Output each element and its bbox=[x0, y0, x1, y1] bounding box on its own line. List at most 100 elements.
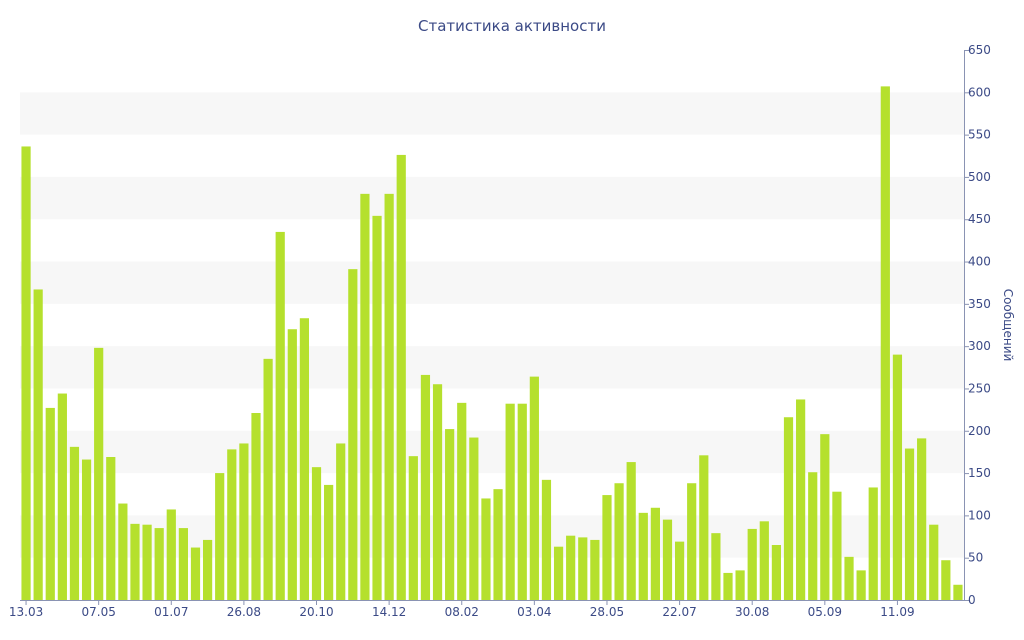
bar[interactable] bbox=[735, 570, 745, 600]
bar[interactable] bbox=[432, 384, 443, 600]
bar[interactable] bbox=[614, 483, 624, 600]
bar[interactable] bbox=[408, 456, 418, 600]
y-tick-label: 650 bbox=[968, 43, 991, 57]
bar[interactable] bbox=[142, 524, 152, 600]
bar[interactable] bbox=[711, 533, 721, 600]
bar[interactable] bbox=[856, 570, 866, 600]
bar[interactable] bbox=[106, 457, 116, 600]
bar[interactable] bbox=[517, 403, 527, 600]
bar[interactable] bbox=[674, 541, 685, 600]
bar[interactable] bbox=[650, 507, 660, 600]
grid-band bbox=[20, 346, 964, 389]
bar[interactable] bbox=[154, 528, 164, 600]
bar[interactable] bbox=[481, 498, 491, 600]
bar[interactable] bbox=[880, 86, 890, 600]
bar[interactable] bbox=[602, 495, 612, 600]
bar[interactable] bbox=[687, 483, 697, 600]
bar[interactable] bbox=[202, 539, 213, 600]
bar[interactable] bbox=[263, 358, 273, 600]
bar[interactable] bbox=[892, 354, 903, 600]
bar[interactable] bbox=[166, 509, 176, 600]
bar[interactable] bbox=[832, 491, 842, 600]
bar[interactable] bbox=[747, 528, 757, 600]
bar[interactable] bbox=[21, 146, 31, 600]
bar[interactable] bbox=[57, 393, 67, 600]
bar[interactable] bbox=[251, 413, 261, 600]
y-tick-label: 500 bbox=[968, 170, 991, 184]
bar[interactable] bbox=[190, 547, 201, 600]
bar[interactable] bbox=[493, 489, 503, 600]
bar[interactable] bbox=[723, 572, 733, 600]
bars bbox=[21, 86, 963, 601]
bar[interactable] bbox=[360, 193, 370, 600]
bar[interactable] bbox=[445, 429, 455, 600]
bar[interactable] bbox=[941, 560, 951, 600]
y-tick-label: 0 bbox=[968, 593, 976, 607]
bar[interactable] bbox=[529, 376, 539, 600]
bar[interactable] bbox=[505, 403, 515, 600]
x-tick-label: 13.03 bbox=[9, 605, 43, 619]
y-tick-label: 350 bbox=[968, 297, 991, 311]
grid-bands bbox=[20, 92, 964, 558]
x-tick-label: 08.02 bbox=[445, 605, 479, 619]
bar[interactable] bbox=[868, 487, 878, 600]
y-tick-label: 300 bbox=[968, 339, 991, 353]
bar[interactable] bbox=[638, 512, 648, 600]
bar[interactable] bbox=[178, 528, 188, 600]
y-tick-label: 150 bbox=[968, 466, 991, 480]
bar[interactable] bbox=[33, 289, 43, 600]
x-tick-label: 07.05 bbox=[81, 605, 115, 619]
bar[interactable] bbox=[808, 472, 818, 600]
bar[interactable] bbox=[699, 455, 709, 600]
bar[interactable] bbox=[118, 503, 128, 600]
bar[interactable] bbox=[904, 448, 915, 600]
bar[interactable] bbox=[45, 407, 55, 600]
bar[interactable] bbox=[553, 546, 564, 600]
bar[interactable] bbox=[324, 484, 334, 600]
bar[interactable] bbox=[783, 417, 794, 600]
bar[interactable] bbox=[917, 438, 927, 600]
bar[interactable] bbox=[396, 154, 406, 601]
bar[interactable] bbox=[384, 193, 394, 600]
bar[interactable] bbox=[929, 524, 939, 600]
bar[interactable] bbox=[69, 446, 80, 600]
bar[interactable] bbox=[457, 402, 467, 600]
bar[interactable] bbox=[759, 521, 769, 600]
bar[interactable] bbox=[566, 535, 576, 600]
y-tick-label: 200 bbox=[968, 424, 991, 438]
bar[interactable] bbox=[844, 556, 854, 600]
bar[interactable] bbox=[275, 231, 285, 601]
bar[interactable] bbox=[578, 537, 588, 600]
y-tick-label: 550 bbox=[968, 128, 991, 142]
bar[interactable] bbox=[287, 329, 297, 600]
bar[interactable] bbox=[81, 459, 92, 600]
bar[interactable] bbox=[130, 523, 140, 600]
bar[interactable] bbox=[796, 399, 806, 600]
bar[interactable] bbox=[227, 449, 237, 600]
x-tick-label: 05.09 bbox=[808, 605, 842, 619]
bar[interactable] bbox=[215, 473, 225, 600]
grid-band bbox=[20, 92, 964, 135]
bar[interactable] bbox=[348, 269, 358, 600]
bar[interactable] bbox=[590, 539, 600, 600]
bar[interactable] bbox=[771, 545, 782, 600]
x-tick-label: 28.05 bbox=[590, 605, 624, 619]
bar[interactable] bbox=[336, 443, 346, 600]
bar[interactable] bbox=[311, 467, 322, 600]
bar[interactable] bbox=[420, 374, 431, 600]
chart-title: Статистика активности bbox=[418, 17, 606, 35]
bar[interactable] bbox=[94, 347, 104, 600]
bar[interactable] bbox=[469, 437, 479, 600]
bar[interactable] bbox=[662, 519, 673, 600]
bar[interactable] bbox=[820, 434, 830, 600]
bar[interactable] bbox=[239, 443, 249, 600]
x-tick-label: 01.07 bbox=[154, 605, 188, 619]
grid-band bbox=[20, 430, 964, 474]
bar[interactable] bbox=[953, 584, 963, 600]
bar[interactable] bbox=[626, 462, 636, 600]
bar[interactable] bbox=[541, 479, 552, 600]
bar[interactable] bbox=[372, 215, 382, 600]
y-axis-label: Сообщений bbox=[1001, 289, 1015, 362]
bar[interactable] bbox=[299, 318, 310, 600]
